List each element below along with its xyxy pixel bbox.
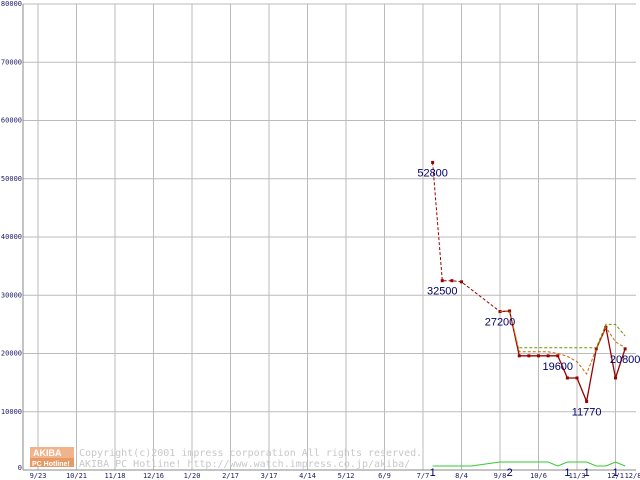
series-min-point: [431, 160, 435, 164]
x-tick-label: 6/9: [378, 472, 391, 480]
series-min-point: [527, 354, 531, 358]
count-label: 1: [564, 467, 570, 479]
watermark: AKIBA PC Hotline! Copyright(c)2001 impre…: [30, 447, 422, 470]
series-min-point: [537, 354, 540, 358]
copyright-text: Copyright(c)2001 impress corporation All…: [79, 448, 422, 459]
series-min-point: [594, 347, 598, 351]
logo-bottom-text: PC Hotline!: [32, 461, 70, 468]
price-label: 52800: [417, 167, 448, 179]
x-tick-label: 8/4: [455, 472, 468, 480]
price-label: 32500: [427, 286, 458, 298]
price-label: 27200: [485, 317, 516, 329]
x-tick-label: 5/12: [338, 472, 355, 480]
series-min-point: [623, 347, 627, 351]
series-max-line: [519, 323, 626, 349]
x-tick-label: 4/14: [299, 472, 316, 480]
series-min-point: [575, 376, 579, 380]
series-min-point: [517, 354, 521, 358]
grid: [23, 3, 636, 470]
count-label: 1: [612, 467, 618, 479]
series-min-point: [565, 376, 569, 380]
price-label: 20800: [610, 354, 640, 366]
x-tick-label: 2/17: [222, 472, 239, 480]
series-min-point: [614, 376, 617, 380]
y-tick-label: 10000: [1, 408, 22, 416]
count-label: 1: [584, 467, 590, 479]
count-label: 2: [507, 467, 513, 479]
y-tick-label: 80000: [1, 0, 22, 8]
x-tick-label: 12/1: [607, 472, 624, 480]
y-tick-label: 0: [18, 464, 22, 472]
series-average-line: [499, 310, 626, 375]
series-layer: [431, 160, 627, 467]
y-tick-label: 40000: [1, 233, 22, 241]
y-tick-label: 50000: [1, 175, 22, 183]
series-shop-count-line: [432, 461, 626, 467]
y-tick-label: 60000: [1, 117, 22, 125]
series-min-point: [450, 279, 454, 283]
y-tick-label: 20000: [1, 350, 22, 358]
logo-top-text: AKIBA: [33, 448, 62, 458]
series-min-point: [556, 354, 560, 358]
x-tick-label: 12/8: [625, 472, 640, 480]
series-min-point: [546, 354, 550, 358]
y-tick-label: 30000: [1, 291, 22, 299]
series-min-point: [460, 280, 463, 284]
series-min-line: [499, 310, 626, 404]
x-tick-label: 3/17: [261, 472, 278, 480]
x-tick-label: 12/16: [143, 472, 164, 480]
series-min-point: [440, 279, 444, 283]
series-min-point: [585, 399, 589, 403]
price-label: 11770: [572, 406, 602, 418]
logo-bottom-box: [30, 458, 74, 467]
logo-top-box: [30, 447, 74, 458]
series-min-point: [508, 309, 512, 313]
x-tick-label: 7/7: [417, 472, 430, 480]
url-text: AKIBA PC Hotline! http://www.watch.impre…: [79, 459, 410, 470]
x-tick-label: 10/6: [530, 472, 547, 480]
x-tick-label: 11/18: [104, 472, 125, 480]
x-tick-label: 1/20: [184, 472, 201, 480]
data-labels: 52800 32500 27200 19600 11770 20800 1 2 1 1 1: [417, 167, 640, 479]
x-tick-label: 10/21: [66, 472, 87, 480]
y-tick-label: 70000: [1, 58, 22, 66]
count-label: 1: [430, 467, 436, 479]
x-tick-label: 9/23: [30, 472, 47, 480]
x-tick-label: 11/3: [569, 472, 586, 480]
x-tick-label: 9/8: [494, 472, 507, 480]
price-label: 19600: [542, 361, 573, 373]
